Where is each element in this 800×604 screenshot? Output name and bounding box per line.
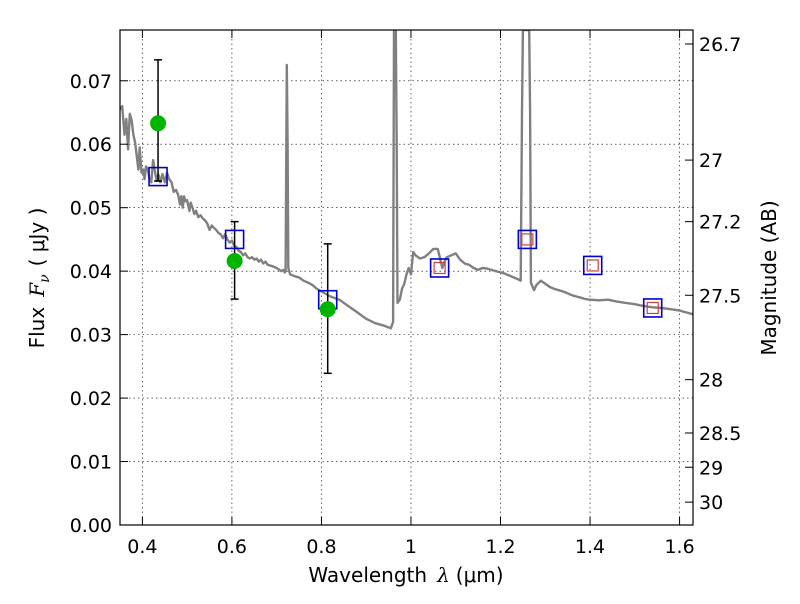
model-photometry-point [517,229,538,250]
y-tick-label: 0.06 [70,134,112,156]
y-tick-label: 0.05 [70,198,112,220]
observed-point [150,115,167,132]
markers-layer [148,59,663,375]
x-tick-label: 1.6 [664,536,694,558]
y2-axis: 26.7 27 27.2 27.5 28 28.5 29 30 [685,34,741,514]
x-tick-label: 1.4 [575,536,605,558]
x-axis-label: Wavelength λ (μm) [308,563,503,587]
y2-tick-label: 28 [699,370,723,392]
upper-limit-point [646,301,659,315]
y2-tick-label: 27.2 [699,212,741,234]
y-tick-label: 0.07 [70,71,112,93]
x-tick-label: 1.2 [485,536,515,558]
y2-tick-label: 30 [699,492,723,514]
y2-axis-label: Magnitude (AB) [757,200,781,355]
model-photometry-point [642,298,663,318]
plot-frame [119,29,694,526]
upper-limit-point [521,233,534,246]
y-tick-label: 0.02 [70,388,112,410]
x-tick-label: 0.8 [306,536,336,558]
upper-limit-point [586,259,599,272]
model-photometry-point [148,166,168,187]
model-photometry-point [582,255,603,276]
x-tick-label: 0.6 [217,536,247,558]
observed-point [319,301,336,318]
series-layer [120,30,693,330]
y2-tick-label: 27.5 [699,285,741,307]
x-tick-label: 0.4 [127,536,157,558]
y2-tick-label: 26.7 [699,34,741,56]
sed-model-line [120,30,693,330]
y-tick-label: 0.00 [70,515,112,537]
x-tick-label: 1 [405,536,417,558]
y2-tick-label: 29 [699,457,723,479]
x-axis: 0.4 0.6 0.8 1 1.2 1.4 1.6 [127,30,695,558]
observed-point [226,253,243,269]
y2-tick-label: 28.5 [699,423,741,445]
model-photometry-point [429,258,450,278]
upper-limit-point [433,261,446,275]
y-tick-label: 0.03 [70,325,112,347]
y2-tick-label: 27 [699,150,723,172]
grid [120,30,693,526]
y-tick-label: 0.04 [70,261,112,283]
model-photometry-point [224,229,245,250]
y-axis: 0.00 0.01 0.02 0.03 0.04 0.05 0.06 0.07 [70,71,128,537]
y-axis-label: FluxFν( μJy ) [25,208,53,349]
y-tick-label: 0.01 [70,452,112,474]
